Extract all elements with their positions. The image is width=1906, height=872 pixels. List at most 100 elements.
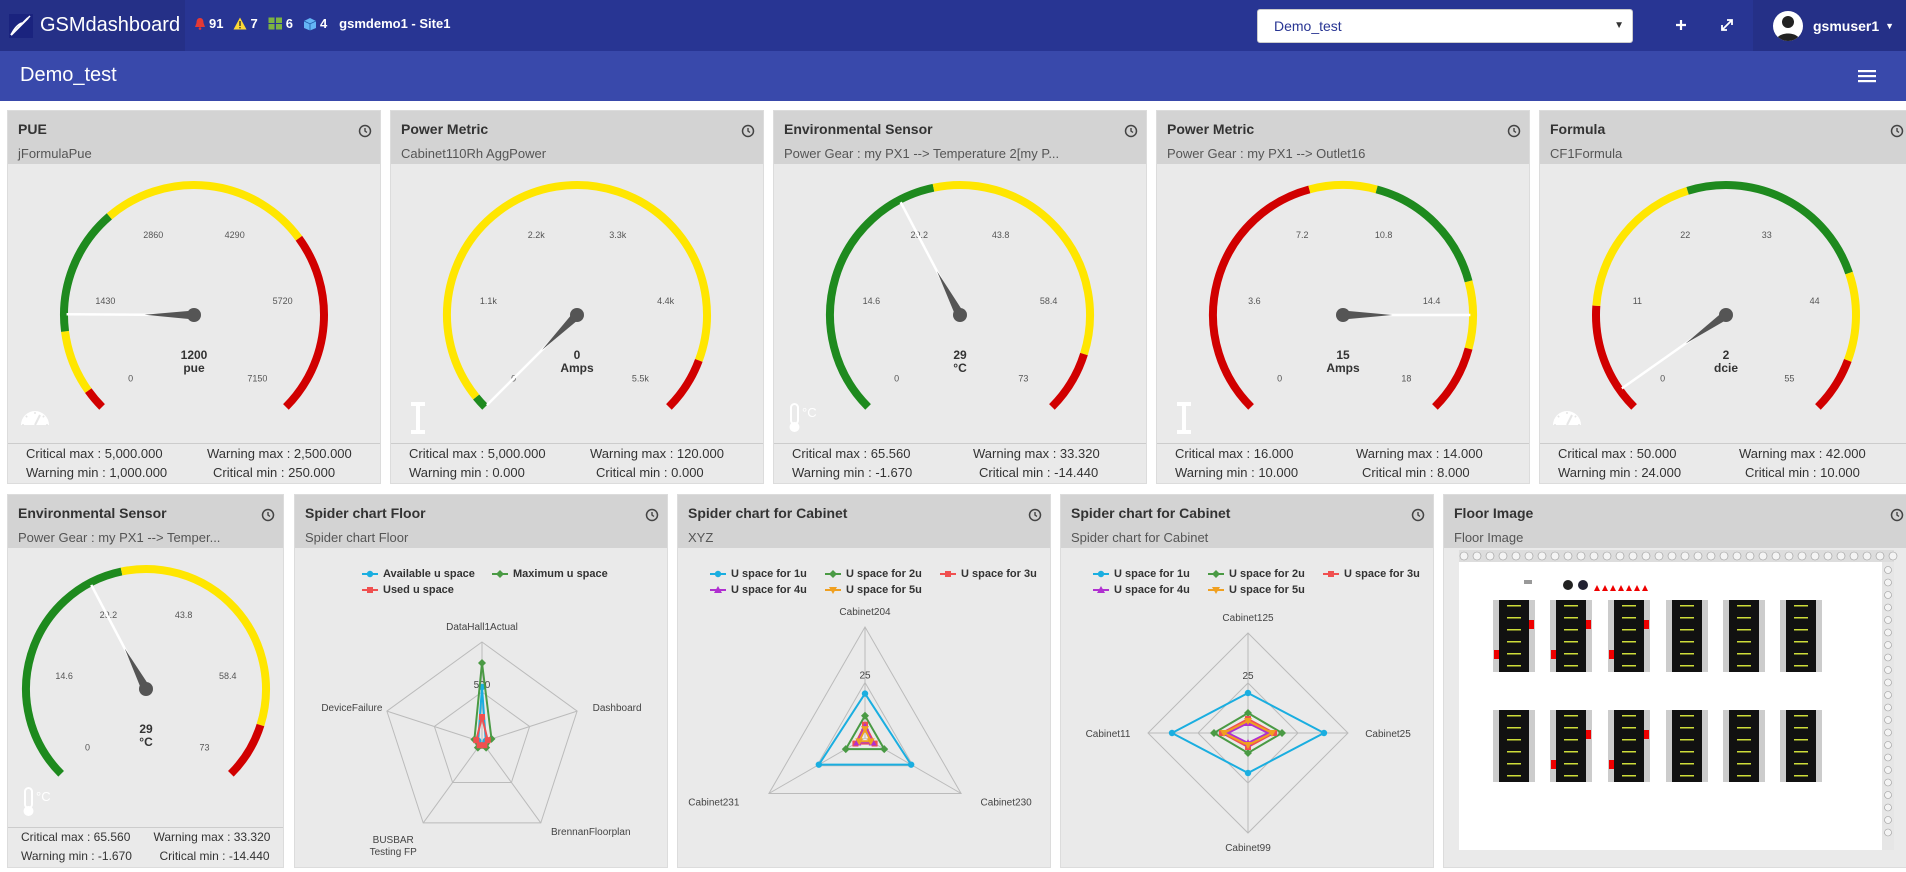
radar-point[interactable] (1220, 730, 1228, 737)
floor-plan-alert-marker[interactable] (1586, 620, 1591, 629)
floor-plan-tool-icon[interactable] (1823, 551, 1833, 561)
floor-plan-cabinet-row[interactable] (1672, 710, 1702, 782)
legend-item[interactable]: U space for 5u (1208, 584, 1305, 596)
floor-plan-side-icon[interactable] (1884, 816, 1892, 824)
floor-plan-cabinet-row[interactable] (1729, 600, 1759, 672)
radar-point[interactable] (1244, 749, 1252, 757)
floor-plan-side-icon[interactable] (1884, 703, 1892, 712)
site-name[interactable]: gsmdemo1 - Site1 (339, 16, 451, 31)
floor-plan-side-icon[interactable] (1884, 791, 1892, 799)
floor-plan-side-icon[interactable] (1884, 828, 1892, 837)
clock-icon[interactable] (1411, 508, 1425, 522)
radar-point[interactable] (1210, 729, 1218, 737)
user-menu[interactable]: gsmuser1 ▼ (1753, 0, 1906, 51)
floor-plan-side-icon[interactable] (1884, 641, 1892, 649)
floor-plan-side-icon[interactable] (1884, 803, 1892, 812)
floor-plan-alert-marker[interactable] (1644, 620, 1649, 629)
radar-point[interactable] (1244, 709, 1252, 717)
floor-plan-tool-icon[interactable] (1550, 551, 1560, 561)
floor-plan-alert-marker[interactable] (1610, 585, 1616, 591)
floor-plan-alert-marker[interactable] (1494, 650, 1499, 659)
floor-plan-image[interactable] (1444, 495, 1906, 868)
floor-plan-side-icon[interactable] (1884, 628, 1892, 637)
radar-point[interactable] (481, 742, 488, 749)
floor-plan-alert-marker[interactable] (1642, 585, 1648, 591)
floor-plan-marker[interactable] (1578, 580, 1588, 590)
floor-plan-side-icon[interactable] (1884, 778, 1892, 787)
floor-plan-side-icon[interactable] (1884, 591, 1892, 599)
floor-plan-tool-icon[interactable] (1784, 551, 1794, 561)
legend-item[interactable]: U space for 4u (1093, 584, 1190, 596)
clock-icon[interactable] (741, 124, 755, 138)
floor-plan-tool-icon[interactable] (1537, 551, 1547, 561)
floor-plan-alert-marker[interactable] (1529, 620, 1534, 629)
floor-plan-tool-icon[interactable] (1576, 551, 1586, 561)
floor-plan-alert-marker[interactable] (1609, 760, 1614, 769)
floor-plan-side-icon[interactable] (1884, 753, 1892, 762)
floor-plan-tool-icon[interactable] (1888, 551, 1898, 561)
warning-alerts[interactable]: 7 (233, 16, 258, 31)
floor-plan-tool-icon[interactable] (1472, 551, 1482, 561)
floor-plan-tool-icon[interactable] (1771, 551, 1781, 561)
floor-plan-marker[interactable] (1563, 580, 1573, 590)
radar-point[interactable] (861, 711, 869, 720)
radar-point[interactable] (880, 745, 889, 754)
radar-point[interactable] (484, 737, 491, 744)
critical-alerts[interactable]: 91 (194, 16, 223, 31)
radar-point[interactable] (815, 761, 823, 768)
floor-plan-tool-icon[interactable] (1667, 551, 1677, 561)
floor-plan-side-icon[interactable] (1884, 678, 1892, 687)
floor-plan-cabinet-row[interactable] (1499, 710, 1529, 782)
floor-plan-tool-icon[interactable] (1862, 551, 1872, 561)
legend-item[interactable]: Maximum u space (492, 568, 608, 580)
floor-plan-alert-marker[interactable] (1551, 650, 1556, 659)
radar-point[interactable] (907, 761, 915, 768)
floor-plan-tool-icon[interactable] (1459, 551, 1469, 561)
radar-point[interactable] (487, 734, 496, 743)
radar-point[interactable] (866, 738, 875, 746)
floor-plan-tool-icon[interactable] (1810, 551, 1820, 561)
floor-plan-side-icon[interactable] (1884, 578, 1892, 587)
floor-plan-side-icon[interactable] (1884, 603, 1892, 612)
floor-plan-cabinet-row[interactable] (1614, 710, 1644, 782)
floor-plan-tool-icon[interactable] (1849, 551, 1859, 561)
floor-plan-tool-icon[interactable] (1680, 551, 1690, 561)
floor-plan-tool-icon[interactable] (1836, 551, 1846, 561)
floor-plan-alert-marker[interactable] (1602, 585, 1608, 591)
floor-plan-tool-icon[interactable] (1602, 551, 1612, 561)
floor-plan-side-icon[interactable] (1884, 766, 1892, 774)
floor-plan-cabinet-row[interactable] (1556, 600, 1586, 672)
legend-item[interactable]: U space for 2u (1208, 568, 1305, 580)
floor-plan-side-icon[interactable] (1884, 691, 1892, 699)
floor-plan-tool-icon[interactable] (1875, 551, 1885, 561)
clock-icon[interactable] (358, 124, 372, 138)
radar-point[interactable] (1320, 729, 1328, 737)
floor-plan-cabinet-row[interactable] (1786, 710, 1816, 782)
legend-item[interactable]: U space for 5u (825, 584, 922, 596)
floor-plan-cabinet-row[interactable] (1556, 710, 1586, 782)
floor-plan-side-icon[interactable] (1884, 666, 1892, 674)
floor-plan-alert-marker[interactable] (1594, 585, 1600, 591)
legend-item[interactable]: Available u space (362, 568, 475, 580)
clock-icon[interactable] (1890, 124, 1904, 138)
hamburger-menu-icon[interactable] (1858, 68, 1876, 84)
fullscreen-button[interactable] (1716, 14, 1738, 36)
radar-point[interactable] (473, 737, 480, 744)
floor-plan-tool-icon[interactable] (1758, 551, 1768, 561)
floor-plan-tool-icon[interactable] (1641, 551, 1651, 561)
floor-plan-alert-marker[interactable] (1618, 585, 1624, 591)
floor-plan-cabinet-row[interactable] (1729, 710, 1759, 782)
legend-item[interactable]: Used u space (362, 584, 454, 596)
clock-icon[interactable] (1890, 508, 1904, 522)
floor-plan-tool-icon[interactable] (1797, 551, 1807, 561)
clock-icon[interactable] (1507, 124, 1521, 138)
floor-plan-tool-icon[interactable] (1511, 551, 1521, 561)
add-widget-button[interactable] (1670, 14, 1692, 36)
device-alerts[interactable]: 6 (268, 16, 293, 31)
floor-plan-alert-marker[interactable] (1551, 760, 1556, 769)
clock-icon[interactable] (1124, 124, 1138, 138)
floor-plan-side-icon[interactable] (1884, 716, 1892, 724)
radar-point[interactable] (1244, 689, 1252, 697)
radar-point[interactable] (479, 714, 485, 720)
floor-plan-tool-icon[interactable] (1719, 551, 1729, 561)
